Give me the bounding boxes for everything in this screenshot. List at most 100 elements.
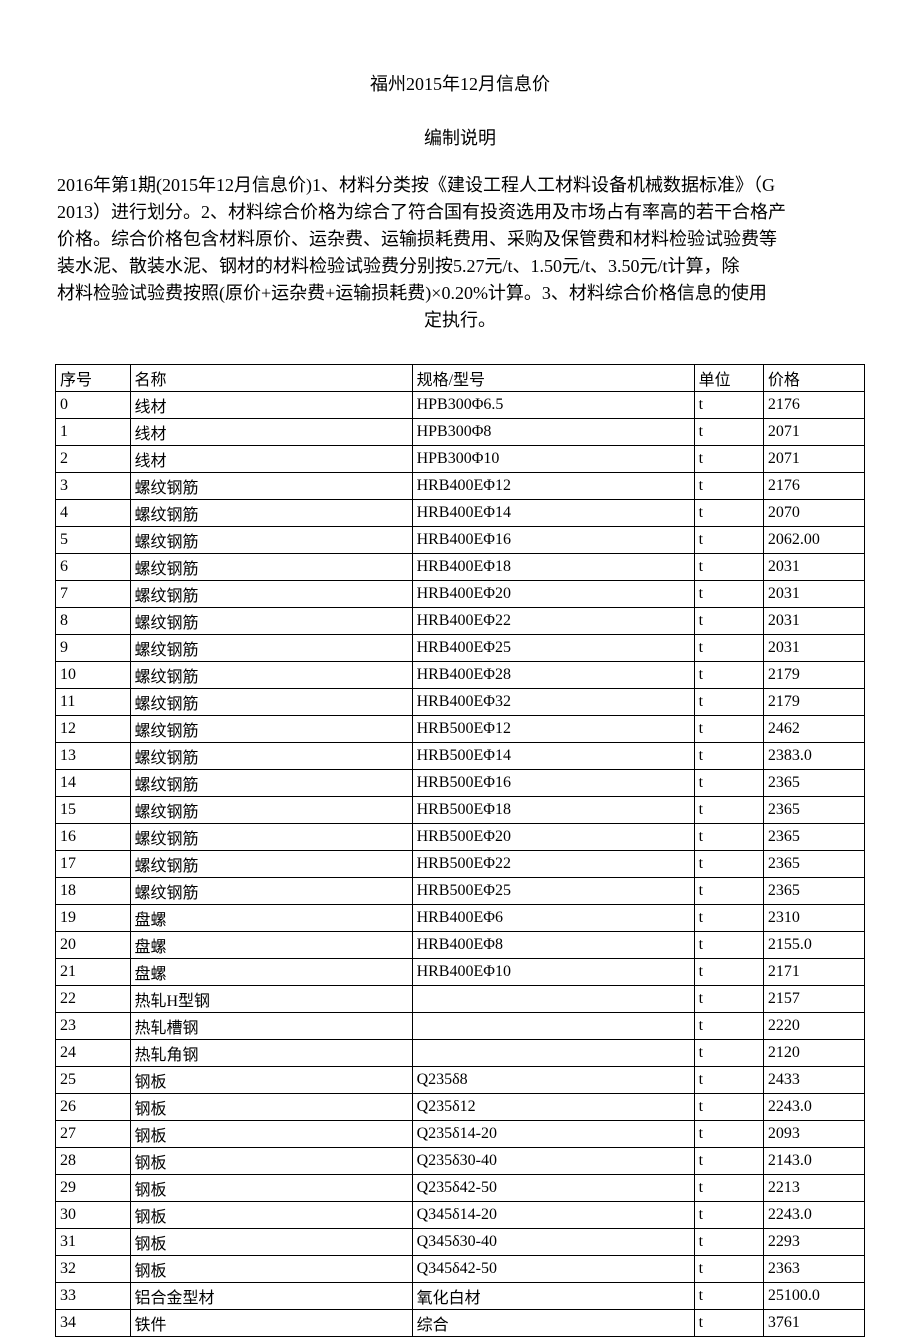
cell-price: 2293 — [763, 1229, 864, 1256]
table-row: 23热轧槽钢t2220 — [56, 1013, 865, 1040]
cell-unit: t — [694, 635, 763, 662]
cell-unit: t — [694, 770, 763, 797]
cell-price: 2071 — [763, 446, 864, 473]
header-name: 名称 — [130, 365, 412, 392]
description-line: 2013）进行划分。2、材料综合价格为综合了符合国有投资选用及市场占有率高的若干… — [57, 199, 863, 226]
table-row: 11螺纹钢筋HRB400EΦ32t2179 — [56, 689, 865, 716]
cell-unit: t — [694, 1256, 763, 1283]
cell-price: 2243.0 — [763, 1094, 864, 1121]
cell-seq: 24 — [56, 1040, 131, 1067]
cell-name: 线材 — [130, 419, 412, 446]
cell-spec: HRB400EΦ16 — [412, 527, 694, 554]
cell-spec: Q345δ30-40 — [412, 1229, 694, 1256]
cell-spec: Q235δ8 — [412, 1067, 694, 1094]
table-row: 28钢板Q235δ30-40t2143.0 — [56, 1148, 865, 1175]
cell-name: 螺纹钢筋 — [130, 473, 412, 500]
cell-price: 2062.00 — [763, 527, 864, 554]
table-row: 2线材HPB300Φ10t2071 — [56, 446, 865, 473]
cell-seq: 16 — [56, 824, 131, 851]
cell-seq: 3 — [56, 473, 131, 500]
cell-seq: 21 — [56, 959, 131, 986]
cell-unit: t — [694, 1202, 763, 1229]
table-row: 8螺纹钢筋HRB400EΦ22t2031 — [56, 608, 865, 635]
cell-unit: t — [694, 743, 763, 770]
cell-price: 2310 — [763, 905, 864, 932]
cell-unit: t — [694, 1310, 763, 1337]
cell-name: 螺纹钢筋 — [130, 797, 412, 824]
cell-seq: 14 — [56, 770, 131, 797]
cell-name: 螺纹钢筋 — [130, 878, 412, 905]
cell-price: 2365 — [763, 824, 864, 851]
cell-price: 25100.0 — [763, 1283, 864, 1310]
cell-seq: 7 — [56, 581, 131, 608]
cell-name: 螺纹钢筋 — [130, 527, 412, 554]
cell-name: 螺纹钢筋 — [130, 770, 412, 797]
cell-name: 钢板 — [130, 1229, 412, 1256]
cell-seq: 18 — [56, 878, 131, 905]
cell-spec — [412, 1013, 694, 1040]
cell-name: 螺纹钢筋 — [130, 500, 412, 527]
cell-seq: 13 — [56, 743, 131, 770]
cell-unit: t — [694, 392, 763, 419]
header-unit: 单位 — [694, 365, 763, 392]
table-row: 33铝合金型材氧化白材t25100.0 — [56, 1283, 865, 1310]
cell-spec: Q345δ42-50 — [412, 1256, 694, 1283]
price-table: 序号 名称 规格/型号 单位 价格 0线材HPB300Φ6.5t21761线材H… — [55, 364, 865, 1337]
table-row: 29钢板Q235δ42-50t2213 — [56, 1175, 865, 1202]
cell-unit: t — [694, 608, 763, 635]
cell-seq: 11 — [56, 689, 131, 716]
description-line: 价格。综合价格包含材料原价、运杂费、运输损耗费用、采购及保管费和材料检验试验费等 — [57, 226, 863, 253]
cell-unit: t — [694, 905, 763, 932]
cell-unit: t — [694, 932, 763, 959]
cell-price: 2120 — [763, 1040, 864, 1067]
cell-name: 钢板 — [130, 1175, 412, 1202]
cell-unit: t — [694, 1175, 763, 1202]
cell-seq: 15 — [56, 797, 131, 824]
table-row: 21盘螺HRB400EΦ10t2171 — [56, 959, 865, 986]
cell-seq: 30 — [56, 1202, 131, 1229]
cell-unit: t — [694, 716, 763, 743]
cell-seq: 20 — [56, 932, 131, 959]
cell-spec: HRB400EΦ22 — [412, 608, 694, 635]
cell-spec — [412, 986, 694, 1013]
cell-unit: t — [694, 959, 763, 986]
cell-name: 螺纹钢筋 — [130, 635, 412, 662]
cell-name: 钢板 — [130, 1148, 412, 1175]
header-seq: 序号 — [56, 365, 131, 392]
cell-seq: 5 — [56, 527, 131, 554]
cell-spec: HRB400EΦ18 — [412, 554, 694, 581]
cell-spec: HRB500EΦ12 — [412, 716, 694, 743]
cell-seq: 33 — [56, 1283, 131, 1310]
cell-price: 2363 — [763, 1256, 864, 1283]
cell-spec: HRB500EΦ18 — [412, 797, 694, 824]
cell-spec: HRB400EΦ32 — [412, 689, 694, 716]
cell-price: 2365 — [763, 770, 864, 797]
cell-seq: 28 — [56, 1148, 131, 1175]
cell-spec: HPB300Φ8 — [412, 419, 694, 446]
cell-name: 螺纹钢筋 — [130, 689, 412, 716]
cell-name: 钢板 — [130, 1256, 412, 1283]
cell-unit: t — [694, 473, 763, 500]
cell-spec: 综合 — [412, 1310, 694, 1337]
cell-unit: t — [694, 1013, 763, 1040]
cell-unit: t — [694, 662, 763, 689]
cell-unit: t — [694, 581, 763, 608]
cell-seq: 9 — [56, 635, 131, 662]
table-row: 22热轧H型钢t2157 — [56, 986, 865, 1013]
cell-spec: HRB400EΦ20 — [412, 581, 694, 608]
description-line: 装水泥、散装水泥、钢材的材料检验试验费分别按5.27元/t、1.50元/t、3.… — [57, 253, 863, 280]
table-row: 14螺纹钢筋HRB500EΦ16t2365 — [56, 770, 865, 797]
table-row: 5螺纹钢筋HRB400EΦ16t2062.00 — [56, 527, 865, 554]
cell-price: 2031 — [763, 581, 864, 608]
cell-seq: 32 — [56, 1256, 131, 1283]
cell-unit: t — [694, 1283, 763, 1310]
table-row: 26钢板Q235δ12t2243.0 — [56, 1094, 865, 1121]
cell-price: 3761 — [763, 1310, 864, 1337]
cell-name: 热轧H型钢 — [130, 986, 412, 1013]
cell-name: 螺纹钢筋 — [130, 743, 412, 770]
cell-price: 2220 — [763, 1013, 864, 1040]
cell-seq: 4 — [56, 500, 131, 527]
cell-price: 2031 — [763, 635, 864, 662]
cell-price: 2365 — [763, 851, 864, 878]
cell-name: 螺纹钢筋 — [130, 554, 412, 581]
